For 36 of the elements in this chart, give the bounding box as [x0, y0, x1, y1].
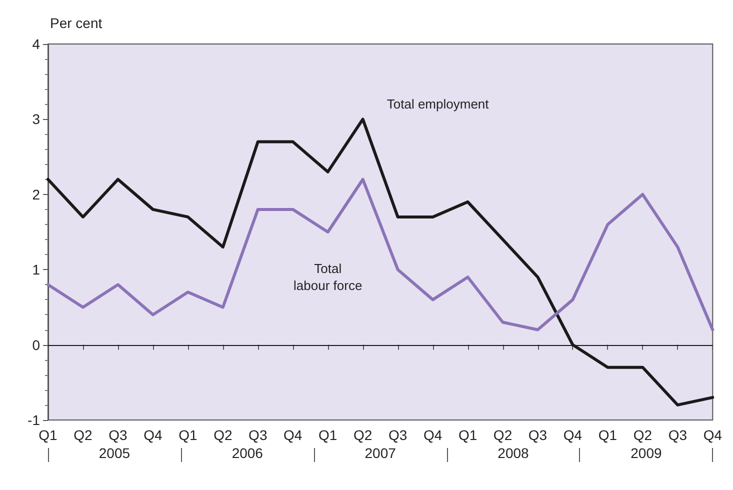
y-tick-label: 1	[32, 262, 40, 278]
text: 2005	[98, 445, 130, 461]
x-tick-label: Q1	[318, 427, 338, 443]
x-tick-label: Q4	[703, 427, 722, 443]
x-tick-label: Q1	[178, 427, 198, 443]
y-tick-label: 4	[32, 36, 40, 52]
y-tick-label: 2	[32, 186, 40, 202]
x-tick-label: Q4	[284, 427, 302, 443]
line-series	[46, 178, 714, 332]
x-tick-label: Q4	[563, 427, 582, 443]
text: Total labour force	[294, 261, 362, 294]
y-tick-label: 0	[32, 336, 40, 353]
x-tick-label: Q3	[108, 427, 128, 443]
x-tick-label: Q1	[458, 427, 478, 443]
line-series	[46, 118, 714, 406]
x-tick-label: Q3	[668, 427, 688, 443]
x-tick-label: Q2	[214, 427, 232, 443]
x-tick-label: Q1	[38, 427, 58, 443]
y-tick-label: -1	[28, 412, 40, 428]
x-tick-label: Q3	[528, 427, 548, 443]
series-label: Total employment	[386, 96, 490, 112]
x-tick-label: Q2	[633, 427, 652, 443]
y-tick-label: 3	[32, 111, 40, 128]
x-tick-label: Q3	[248, 427, 268, 443]
x-tick-label: Q2	[353, 427, 372, 443]
x-tick-label: Q2	[493, 427, 512, 443]
x-tick-label: Q1	[598, 427, 618, 443]
x-tick-label: Q4	[423, 427, 442, 443]
text: 2009	[630, 445, 662, 461]
x-tick-label: Q3	[388, 427, 408, 443]
text: 2008	[498, 445, 530, 461]
x-tick-label: Q2	[74, 427, 93, 443]
text: 2007	[364, 445, 396, 461]
y-axis-title: Per cent	[50, 15, 102, 31]
x-tick-label: Q4	[144, 427, 162, 443]
text: 2006	[232, 445, 264, 461]
